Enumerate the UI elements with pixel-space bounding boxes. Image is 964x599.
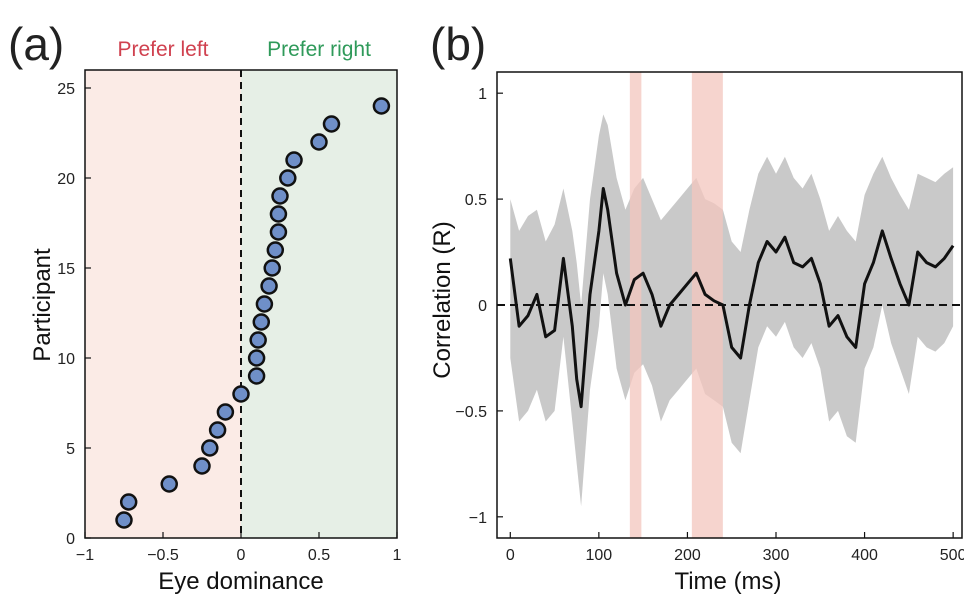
data-point bbox=[208, 421, 227, 439]
panel-b-y-tick-label: 0 bbox=[478, 298, 487, 315]
panel-b-y-tick-label: 1 bbox=[478, 86, 487, 103]
panel-a-label: (a) bbox=[8, 18, 64, 70]
data-point bbox=[271, 187, 289, 205]
panel-a-x-tick-label: −1 bbox=[76, 547, 94, 564]
data-point bbox=[260, 277, 278, 295]
panel-a-points bbox=[115, 97, 391, 529]
panel-a-region-labels: Prefer left Prefer right bbox=[117, 38, 371, 61]
panel-a-x-tick-label: −0.5 bbox=[147, 547, 179, 564]
region-0 bbox=[85, 70, 241, 538]
region-label-1: Prefer right bbox=[267, 38, 371, 61]
panel-a-x-tick-label: 0 bbox=[237, 547, 246, 564]
panel-a-y-tick-label: 10 bbox=[57, 351, 75, 368]
panel-b-y-tick-label: −0.5 bbox=[455, 404, 487, 421]
panel-a-y-tick-label: 20 bbox=[57, 171, 75, 188]
panel-b-x-tick-label: 0 bbox=[506, 547, 515, 564]
panel-a: (a) Prefer left Prefer right −1 −0.5 0 0.5 1 … bbox=[8, 18, 402, 595]
panel-b-y-axis-label: Correlation (R) bbox=[429, 221, 456, 378]
correlation-line bbox=[508, 187, 955, 409]
panel-a-y-axis-label: Participant bbox=[29, 248, 56, 362]
data-point bbox=[322, 115, 341, 133]
panel-b-x-ticks: 0 100 200 300 400 500 bbox=[506, 532, 964, 564]
data-point bbox=[201, 439, 219, 457]
panel-b-y-ticks: −1 −0.5 0 0.5 1 bbox=[455, 86, 503, 527]
panel-b-x-tick-label: 200 bbox=[674, 547, 701, 564]
panel-b-x-tick-label: 500 bbox=[940, 547, 964, 564]
panel-b-series-line bbox=[508, 187, 955, 409]
panel-b-x-tick-label: 100 bbox=[586, 547, 613, 564]
confidence-band-area bbox=[510, 114, 954, 507]
data-point bbox=[247, 349, 266, 367]
data-point bbox=[115, 511, 133, 529]
panel-a-x-tick-label: 1 bbox=[393, 547, 402, 564]
panel-a-y-tick-label: 25 bbox=[57, 81, 75, 98]
data-point bbox=[266, 241, 285, 259]
panel-b-y-tick-label: 0.5 bbox=[465, 192, 487, 209]
data-point bbox=[216, 403, 235, 421]
region-label-0: Prefer left bbox=[117, 38, 208, 61]
panel-b-confidence-band bbox=[510, 114, 954, 507]
data-point bbox=[285, 151, 303, 169]
data-point bbox=[372, 97, 391, 115]
panel-b-x-axis-label: Time (ms) bbox=[674, 568, 781, 595]
data-point bbox=[193, 457, 211, 475]
data-point bbox=[252, 313, 271, 331]
panel-b-x-tick-label: 300 bbox=[763, 547, 790, 564]
panel-a-x-ticks: −1 −0.5 0 0.5 1 bbox=[76, 532, 402, 564]
panel-a-y-tick-label: 15 bbox=[57, 261, 75, 278]
panel-b: (b) 0 100 200 300 400 500 −1 −0.5 0 0.5 1 Time (m… bbox=[429, 18, 964, 595]
panel-a-x-tick-label: 0.5 bbox=[308, 547, 330, 564]
data-point bbox=[279, 169, 297, 187]
data-point bbox=[269, 223, 288, 241]
panel-a-y-tick-label: 5 bbox=[66, 441, 75, 458]
panel-b-x-tick-label: 400 bbox=[851, 547, 878, 564]
panel-a-y-tick-label: 0 bbox=[66, 531, 75, 548]
data-point bbox=[232, 385, 250, 403]
highlight-window-0 bbox=[629, 72, 642, 538]
data-point bbox=[269, 205, 288, 223]
data-point bbox=[249, 331, 267, 349]
panel-b-label: (b) bbox=[430, 18, 486, 70]
data-point bbox=[119, 493, 138, 511]
panel-b-y-tick-label: −1 bbox=[469, 510, 487, 527]
panel-a-x-axis-label: Eye dominance bbox=[158, 568, 323, 595]
data-point bbox=[310, 133, 328, 151]
data-point bbox=[160, 475, 178, 493]
data-point bbox=[247, 367, 266, 385]
data-point bbox=[263, 259, 281, 277]
panel-a-y-ticks: 0 5 10 15 20 25 bbox=[57, 81, 91, 548]
data-point bbox=[255, 295, 274, 313]
